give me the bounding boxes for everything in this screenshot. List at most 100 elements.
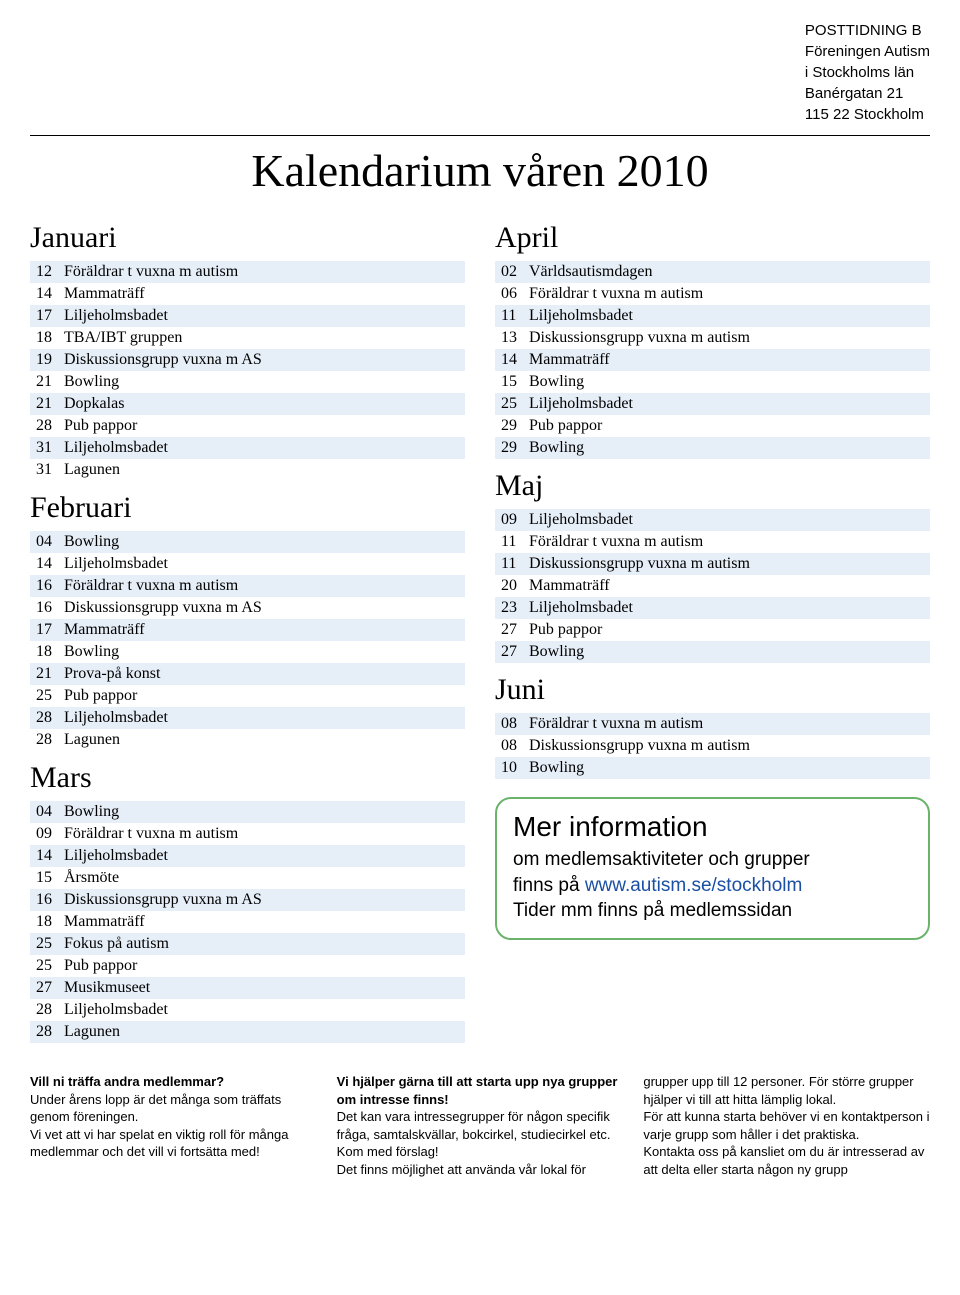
event-text: Musikmuseet [58, 977, 465, 999]
event-day: 21 [30, 663, 58, 685]
table-row: 28Liljeholmsbadet [30, 707, 465, 729]
event-day: 28 [30, 1021, 58, 1043]
event-day: 09 [30, 823, 58, 845]
event-text: Liljeholmsbadet [58, 999, 465, 1021]
event-text: Bowling [523, 757, 930, 779]
event-text: Liljeholmsbadet [523, 393, 930, 415]
info-line: om medlemsaktiviteter och grupper [513, 847, 912, 873]
footer-col-1: Vill ni träffa andra medlemmar? Under år… [30, 1073, 317, 1178]
table-row: 16Diskussionsgrupp vuxna m AS [30, 597, 465, 619]
event-day: 12 [30, 261, 58, 283]
event-text: Liljeholmsbadet [58, 707, 465, 729]
footer-heading: Vill ni träffa andra medlemmar? [30, 1073, 317, 1091]
table-row: 02Världsautismdagen [495, 261, 930, 283]
event-text: Diskussionsgrupp vuxna m AS [58, 889, 465, 911]
event-text: Mammaträff [523, 575, 930, 597]
table-row: 21Bowling [30, 371, 465, 393]
table-row: 04Bowling [30, 801, 465, 823]
footer-text: Det kan vara intressegrupper för någon s… [337, 1108, 624, 1161]
table-row: 29Bowling [495, 437, 930, 459]
horizontal-rule [30, 135, 930, 136]
event-text: Bowling [523, 371, 930, 393]
event-table: 12Föräldrar t vuxna m autism14Mammaträff… [30, 261, 465, 481]
event-text: Diskussionsgrupp vuxna m autism [523, 735, 930, 757]
event-text: Mammaträff [58, 911, 465, 933]
table-row: 11Diskussionsgrupp vuxna m autism [495, 553, 930, 575]
footer-col-3: grupper upp till 12 personer. För större… [643, 1073, 930, 1178]
table-row: 18Mammaträff [30, 911, 465, 933]
table-row: 06Föräldrar t vuxna m autism [495, 283, 930, 305]
table-row: 28Lagunen [30, 729, 465, 751]
table-row: 15Bowling [495, 371, 930, 393]
table-row: 12Föräldrar t vuxna m autism [30, 261, 465, 283]
event-day: 13 [495, 327, 523, 349]
table-row: 25Pub pappor [30, 955, 465, 977]
month-title: April [495, 221, 930, 255]
table-row: 10Bowling [495, 757, 930, 779]
info-line: Tider mm finns på medlemssidan [513, 898, 912, 924]
event-day: 11 [495, 553, 523, 575]
sender-address: POSTTIDNING B Föreningen Autism i Stockh… [805, 20, 930, 125]
table-row: 29Pub pappor [495, 415, 930, 437]
event-day: 08 [495, 735, 523, 757]
event-day: 27 [30, 977, 58, 999]
event-text: Mammaträff [58, 619, 465, 641]
table-row: 09Liljeholmsbadet [495, 509, 930, 531]
event-day: 21 [30, 371, 58, 393]
footer-text: Vi vet att vi har spelat en viktig roll … [30, 1126, 317, 1161]
event-text: Liljeholmsbadet [523, 597, 930, 619]
event-day: 29 [495, 437, 523, 459]
event-day: 14 [30, 845, 58, 867]
event-text: Dopkalas [58, 393, 465, 415]
event-text: Liljeholmsbadet [58, 305, 465, 327]
month-title: Februari [30, 491, 465, 525]
event-text: Lagunen [58, 459, 465, 481]
calendar-columns: Januari12Föräldrar t vuxna m autism14Mam… [30, 211, 930, 1043]
table-row: 21Dopkalas [30, 393, 465, 415]
table-row: 27Bowling [495, 641, 930, 663]
table-row: 23Liljeholmsbadet [495, 597, 930, 619]
event-text: Lagunen [58, 1021, 465, 1043]
event-day: 28 [30, 707, 58, 729]
table-row: 27Musikmuseet [30, 977, 465, 999]
event-day: 27 [495, 619, 523, 641]
event-text: Liljeholmsbadet [523, 305, 930, 327]
month-title: Januari [30, 221, 465, 255]
left-column: Januari12Föräldrar t vuxna m autism14Mam… [30, 211, 465, 1043]
event-text: Föräldrar t vuxna m autism [58, 575, 465, 597]
event-text: Fokus på autism [58, 933, 465, 955]
table-row: 28Pub pappor [30, 415, 465, 437]
info-link[interactable]: www.autism.se/stockholm [585, 875, 803, 896]
info-line: finns på www.autism.se/stockholm [513, 873, 912, 899]
event-text: TBA/IBT gruppen [58, 327, 465, 349]
event-text: Diskussionsgrupp vuxna m autism [523, 327, 930, 349]
event-text: Liljeholmsbadet [523, 509, 930, 531]
table-row: 14Liljeholmsbadet [30, 845, 465, 867]
table-row: 08Föräldrar t vuxna m autism [495, 713, 930, 735]
header-line: i Stockholms län [805, 62, 930, 83]
table-row: 04Bowling [30, 531, 465, 553]
table-row: 31Lagunen [30, 459, 465, 481]
event-day: 06 [495, 283, 523, 305]
event-text: Bowling [523, 641, 930, 663]
table-row: 11Föräldrar t vuxna m autism [495, 531, 930, 553]
info-line-prefix: finns på [513, 875, 585, 896]
footer-columns: Vill ni träffa andra medlemmar? Under år… [30, 1073, 930, 1178]
table-row: 18Bowling [30, 641, 465, 663]
table-row: 14Liljeholmsbadet [30, 553, 465, 575]
table-row: 25Pub pappor [30, 685, 465, 707]
table-row: 17Liljeholmsbadet [30, 305, 465, 327]
page-title: Kalendarium våren 2010 [30, 144, 930, 197]
event-day: 23 [495, 597, 523, 619]
event-day: 16 [30, 575, 58, 597]
event-day: 11 [495, 305, 523, 327]
event-text: Liljeholmsbadet [58, 553, 465, 575]
event-day: 04 [30, 531, 58, 553]
event-day: 25 [30, 685, 58, 707]
event-day: 28 [30, 999, 58, 1021]
info-title: Mer information [513, 811, 912, 843]
event-text: Bowling [58, 801, 465, 823]
right-column: April 02Världsautismdagen06Föräldrar t vu… [495, 211, 930, 1043]
month-title: Juni [495, 673, 930, 707]
table-row: 21Prova-på konst [30, 663, 465, 685]
